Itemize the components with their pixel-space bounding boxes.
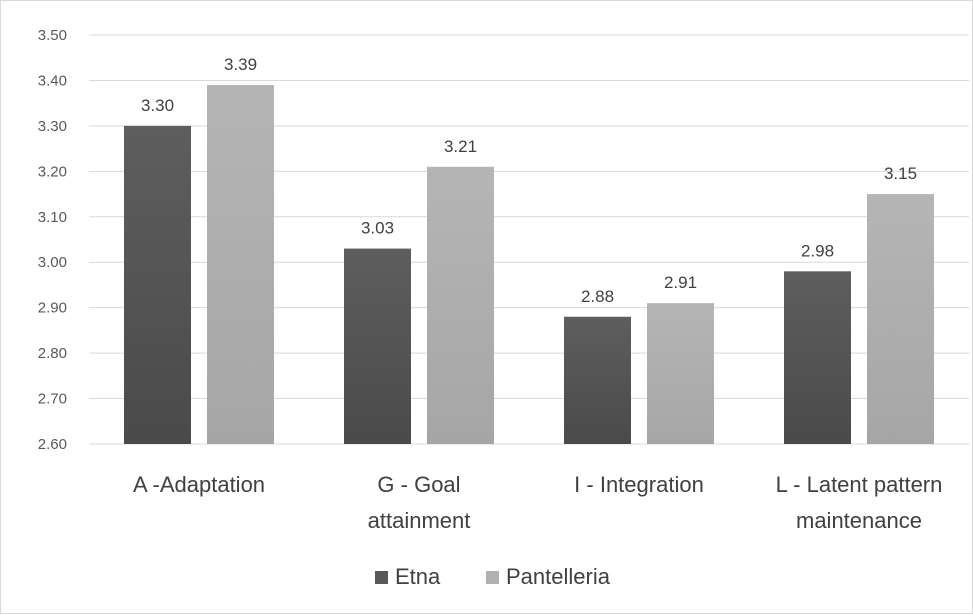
legend-swatch-pantelleria <box>486 571 499 584</box>
bar-pantelleria-0 <box>207 84 274 444</box>
category-label: maintenance <box>796 508 922 533</box>
data-label-pantelleria-2: 2.91 <box>664 273 697 292</box>
category-label: L - Latent pattern <box>776 472 943 497</box>
data-label-etna-1: 3.03 <box>361 219 394 238</box>
data-label-pantelleria-1: 3.21 <box>444 137 477 156</box>
y-tick-label: 3.30 <box>38 118 67 135</box>
bar-pantelleria-1 <box>427 166 494 445</box>
data-labels: 3.30 3.39 3.03 3.21 2.88 2.91 2.98 3.15 <box>141 55 917 306</box>
data-label-etna-2: 2.88 <box>581 287 614 306</box>
legend-label-etna: Etna <box>395 564 441 589</box>
data-label-pantelleria-0: 3.39 <box>224 55 257 74</box>
legend: Etna Pantelleria <box>375 564 611 589</box>
y-tick-label: 2.60 <box>38 436 67 453</box>
category-label: A -Adaptation <box>133 472 265 497</box>
bar-etna-0 <box>124 125 191 444</box>
y-tick-label: 3.20 <box>38 163 67 180</box>
bar-pantelleria-3 <box>867 194 934 444</box>
y-tick-label: 2.70 <box>38 391 67 408</box>
bar-etna-2 <box>564 316 631 444</box>
y-tick-label: 3.40 <box>38 72 67 89</box>
category-label: attainment <box>368 508 471 533</box>
legend-label-pantelleria: Pantelleria <box>506 564 611 589</box>
bars <box>124 84 934 445</box>
bar-etna-1 <box>344 248 411 444</box>
y-tick-label: 3.00 <box>38 254 67 271</box>
y-tick-label: 3.10 <box>38 209 67 226</box>
legend-swatch-etna <box>375 571 388 584</box>
y-tick-label: 2.80 <box>38 345 67 362</box>
data-label-pantelleria-3: 3.15 <box>884 164 917 183</box>
y-tick-label: 2.90 <box>38 300 67 317</box>
bar-etna-3 <box>784 271 851 444</box>
y-tick-label: 3.50 <box>38 27 67 44</box>
category-labels: A -Adaptation G - Goal attainment I - Integ… <box>133 472 942 533</box>
data-label-etna-3: 2.98 <box>801 241 834 260</box>
category-label: I - Integration <box>574 472 704 497</box>
category-label: G - Goal <box>377 472 460 497</box>
data-label-etna-0: 3.30 <box>141 96 174 115</box>
y-axis-tick-labels: 2.60 2.70 2.80 2.90 3.00 3.10 3.20 3.30 3.40 3.50 <box>38 27 67 453</box>
bar-pantelleria-2 <box>647 303 714 444</box>
